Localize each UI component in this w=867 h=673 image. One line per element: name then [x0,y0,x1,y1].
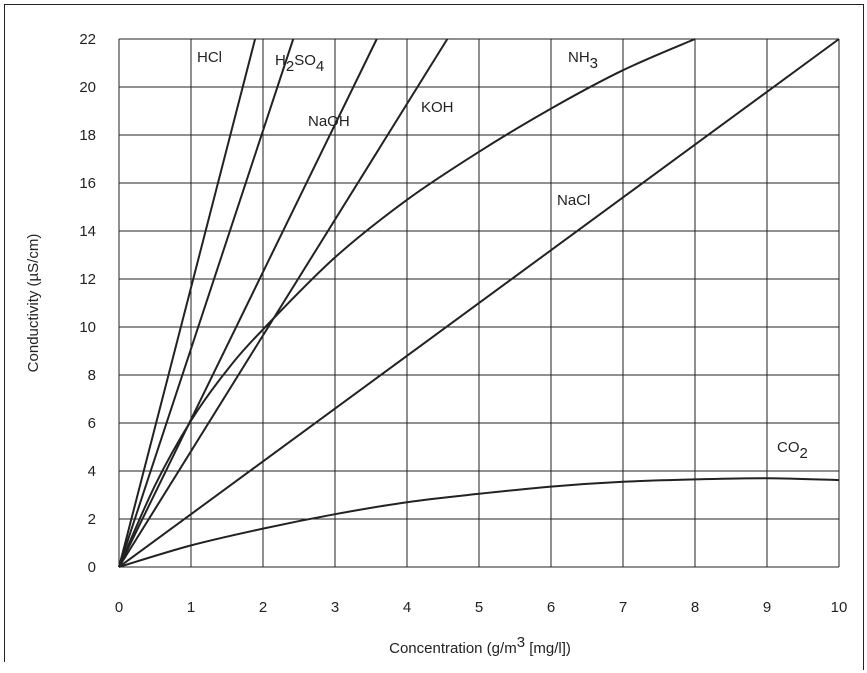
series-label-nh3: NH3 [568,49,598,72]
y-tick-label: 10 [79,319,96,336]
series-labels: HCl H2SO4 NaOH KOH NH3 NaCl CO2 [197,49,808,462]
x-axis-label: Concentration (g/m3 [mg/l]) [389,634,571,657]
x-tick-label: 3 [331,599,339,616]
series-label-co2: CO2 [777,439,808,462]
y-tick-label: 0 [88,559,96,576]
y-axis-label: Conductivity (µS/cm) [25,234,42,373]
y-tick-label: 12 [79,271,96,288]
x-tick-label: 7 [619,599,627,616]
y-tick-label: 20 [79,79,96,96]
figure-frame-left [4,4,5,662]
x-tick-label: 0 [115,599,123,616]
x-tick-label: 6 [547,599,555,616]
series-line-hcl [118,38,257,568]
x-tick-label: 5 [475,599,483,616]
series-line-h2so4 [118,38,295,568]
series-label-naoh: NaOH [308,113,350,130]
x-tick-label: 2 [259,599,267,616]
y-tick-label: 2 [88,511,96,528]
series-label-nacl: NaCl [557,192,590,209]
grid [118,38,840,568]
series-lines [118,38,840,568]
x-tick-label: 9 [763,599,771,616]
y-tick-label: 16 [79,175,96,192]
series-label-h2so4: H2SO4 [275,52,324,75]
series-label-koh: KOH [421,99,454,116]
y-tick-label: 6 [88,415,96,432]
series-label-hcl: HCl [197,49,222,66]
y-tick-label: 14 [79,223,96,240]
figure-frame [4,4,864,670]
x-tick-label: 8 [691,599,699,616]
x-tick-label: 1 [187,599,195,616]
y-tick-label: 4 [88,463,96,480]
y-tick-label: 18 [79,127,96,144]
series-line-koh [118,38,449,568]
y-tick-label: 8 [88,367,96,384]
series-line-nh3 [118,38,696,568]
series-line-nacl [118,38,840,568]
series-line-naoh [118,38,378,568]
x-tick-label: 10 [831,599,848,616]
series-line-co2 [118,477,840,568]
y-tick-label: 22 [79,31,96,48]
x-tick-label: 4 [403,599,411,616]
